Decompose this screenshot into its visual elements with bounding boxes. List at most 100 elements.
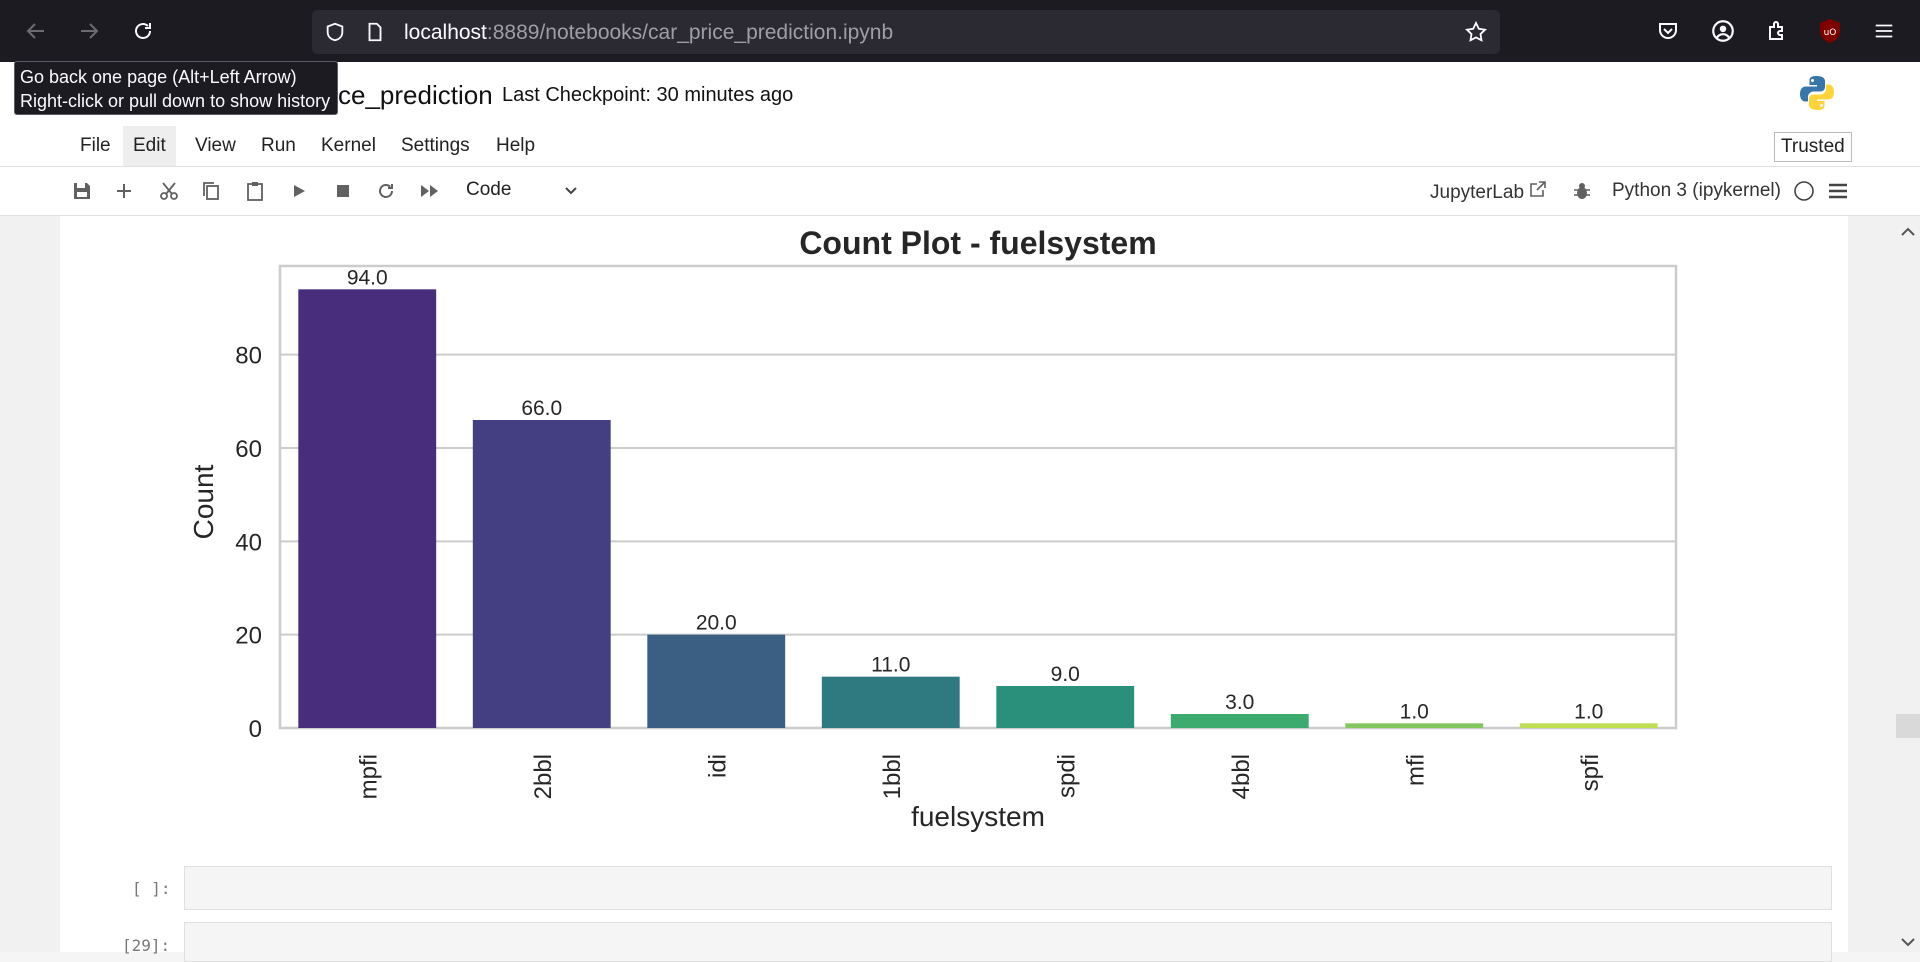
ublock-button[interactable]: uO <box>1812 13 1848 49</box>
chart-title: Count Plot - fuelsystem <box>799 225 1156 261</box>
x-axis-label: fuelsystem <box>911 801 1045 832</box>
toolbar-menu-button[interactable] <box>1826 179 1850 203</box>
bar-data-label: 1.0 <box>1574 700 1603 723</box>
bar <box>822 677 960 728</box>
bar-data-label: 94.0 <box>347 266 388 289</box>
shield-icon[interactable] <box>324 21 346 43</box>
play-icon <box>291 183 307 199</box>
trusted-indicator[interactable]: Trusted <box>1774 132 1852 162</box>
restart-run-all-button[interactable] <box>418 179 442 203</box>
bar <box>473 420 611 728</box>
debugger-button[interactable] <box>1570 179 1594 203</box>
kernel-idle-circle-icon <box>1793 180 1815 202</box>
scissors-icon <box>159 181 179 201</box>
bar <box>647 635 785 728</box>
x-tick-label: 1bbl <box>879 754 906 799</box>
notebook-toolbar: Code JupyterLab Python 3 (ipykernel) <box>0 167 1920 216</box>
interrupt-kernel-button[interactable] <box>331 179 355 203</box>
puzzle-icon <box>1765 19 1789 43</box>
bar-data-label: 9.0 <box>1051 663 1080 686</box>
pocket-icon <box>1656 19 1680 43</box>
bar <box>996 686 1134 728</box>
arrow-right-icon <box>77 19 101 43</box>
ublock-icon: uO <box>1818 18 1842 44</box>
y-tick-label: 20 <box>235 623 262 650</box>
plus-icon <box>115 182 133 200</box>
scroll-down-icon[interactable] <box>1896 934 1920 952</box>
insert-cell-button[interactable] <box>112 179 136 203</box>
scroll-up-icon[interactable] <box>1896 222 1920 242</box>
chevron-down-icon[interactable] <box>562 181 580 199</box>
jupyterlab-label: JupyterLab <box>1430 182 1524 203</box>
y-tick-label: 60 <box>235 436 262 463</box>
menu-run[interactable]: Run <box>251 126 306 166</box>
bar <box>1345 723 1483 728</box>
bar-data-label: 11.0 <box>871 654 910 677</box>
kernel-name[interactable]: Python 3 (ipykernel) <box>1612 180 1781 202</box>
count-plot-chart: Count Plot - fuelsystem 94.0 66.0 20.0 11.0… <box>180 216 1700 836</box>
extensions-button[interactable] <box>1759 13 1795 49</box>
run-cell-button[interactable] <box>287 179 311 203</box>
menu-view[interactable]: View <box>185 126 246 166</box>
bar <box>1520 723 1658 728</box>
bar-data-label: 20.0 <box>696 612 737 635</box>
menu-help[interactable]: Help <box>486 126 545 166</box>
bar-data-label: 3.0 <box>1225 691 1254 714</box>
forward-button[interactable] <box>71 13 107 49</box>
back-button-tooltip: Go back one page (Alt+Left Arrow) Right-… <box>14 61 338 115</box>
bar <box>298 289 436 728</box>
copy-icon <box>201 181 221 201</box>
account-icon <box>1710 18 1736 44</box>
x-tick-label: mfi <box>1402 754 1429 786</box>
notebook-title[interactable]: ce_prediction <box>338 80 493 111</box>
app-menu-button[interactable] <box>1866 13 1902 49</box>
page-info-icon[interactable] <box>364 21 386 43</box>
x-tick-label: idi <box>704 754 731 778</box>
y-tick-label: 0 <box>249 716 262 743</box>
reload-button[interactable] <box>125 13 161 49</box>
code-cell-input[interactable] <box>184 866 1832 910</box>
x-tick-label: 4bbl <box>1228 754 1255 799</box>
python-logo-icon <box>1798 74 1836 112</box>
scrollbar-thumb[interactable] <box>1896 714 1920 738</box>
hamburger-icon <box>1873 20 1895 42</box>
copy-button[interactable] <box>199 179 223 203</box>
last-checkpoint: Last Checkpoint: 30 minutes ago <box>502 84 793 107</box>
menu-file[interactable]: File <box>70 126 121 166</box>
menu-settings[interactable]: Settings <box>391 126 480 166</box>
star-bookmark-icon[interactable] <box>1464 20 1488 44</box>
open-jupyterlab-link[interactable]: JupyterLab <box>1430 180 1547 204</box>
account-button[interactable] <box>1705 13 1741 49</box>
clipboard-icon <box>245 181 265 201</box>
pocket-button[interactable] <box>1650 13 1686 49</box>
kernel-status <box>1792 179 1816 203</box>
restart-kernel-button[interactable] <box>374 179 398 203</box>
browser-toolbar: localhost:8889/notebooks/car_price_predi… <box>0 0 1920 62</box>
cut-button[interactable] <box>157 179 181 203</box>
x-tick-label: spfi <box>1577 754 1604 791</box>
stop-icon <box>336 184 350 198</box>
bug-icon <box>1572 181 1592 201</box>
paste-button[interactable] <box>243 179 267 203</box>
arrow-left-icon <box>24 19 48 43</box>
url-text[interactable]: localhost:8889/notebooks/car_price_predi… <box>404 21 893 45</box>
external-link-icon <box>1529 180 1547 198</box>
svg-text:uO: uO <box>1824 28 1837 38</box>
x-tick-label: spdi <box>1053 754 1080 798</box>
url-bar[interactable]: localhost:8889/notebooks/car_price_predi… <box>312 10 1500 54</box>
back-button[interactable] <box>18 13 54 49</box>
x-tick-label: 2bbl <box>530 754 557 799</box>
cell-prompt: [29]: <box>122 936 170 955</box>
cell-type-select[interactable]: Code <box>466 179 511 201</box>
menu-bar: File Edit View Run Kernel Settings Help … <box>0 126 1920 167</box>
bar <box>1171 714 1309 728</box>
list-icon <box>1828 181 1848 201</box>
menu-edit[interactable]: Edit <box>123 126 176 166</box>
bar-data-label: 1.0 <box>1400 700 1429 723</box>
menu-kernel[interactable]: Kernel <box>311 126 386 166</box>
code-cell-input[interactable] <box>184 922 1832 962</box>
save-icon <box>72 181 92 201</box>
tooltip-line: Go back one page (Alt+Left Arrow) <box>20 65 332 89</box>
x-tick-label: mpfi <box>355 754 382 799</box>
save-button[interactable] <box>70 179 94 203</box>
